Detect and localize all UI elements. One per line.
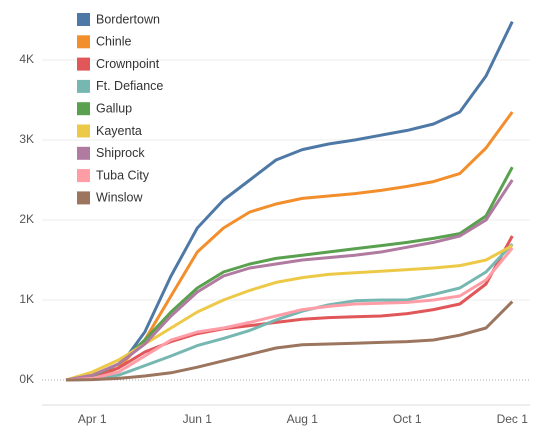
legend-label: Bordertown bbox=[96, 12, 160, 26]
legend-swatch bbox=[77, 79, 90, 93]
line bbox=[65, 300, 514, 382]
legend-label: Gallup bbox=[96, 101, 132, 115]
line bbox=[65, 235, 514, 382]
y-tick-label: 1K bbox=[19, 292, 34, 306]
line bbox=[65, 179, 514, 382]
legend-label: Tuba City bbox=[96, 168, 150, 182]
legend-label: Winslow bbox=[96, 191, 144, 205]
legend-swatch bbox=[77, 102, 90, 116]
legend-swatch bbox=[77, 124, 90, 138]
x-tick-label: Jun 1 bbox=[183, 412, 213, 426]
legend-swatch bbox=[77, 57, 90, 71]
legend-swatch bbox=[77, 169, 90, 183]
legend-swatch bbox=[77, 191, 90, 205]
line bbox=[65, 242, 514, 382]
legend-label: Ft. Defiance bbox=[96, 79, 163, 93]
line bbox=[65, 247, 514, 382]
legend-swatch bbox=[77, 35, 90, 49]
y-tick-label: 2K bbox=[19, 212, 34, 226]
legend-label: Chinle bbox=[96, 35, 131, 49]
x-tick-label: Oct 1 bbox=[393, 412, 422, 426]
x-tick-label: Apr 1 bbox=[78, 412, 107, 426]
y-tick-label: 4K bbox=[19, 52, 34, 66]
legend-label: Kayenta bbox=[96, 124, 142, 138]
line bbox=[65, 20, 514, 382]
x-tick-label: Aug 1 bbox=[287, 412, 319, 426]
y-tick-label: 0K bbox=[19, 372, 34, 386]
legend-swatch bbox=[77, 146, 90, 160]
y-tick-label: 3K bbox=[19, 132, 34, 146]
legend-label: Shiprock bbox=[96, 146, 145, 160]
x-tick-label: Dec 1 bbox=[497, 412, 529, 426]
line bbox=[65, 166, 514, 382]
legend-label: Crownpoint bbox=[96, 57, 160, 71]
legend-swatch bbox=[77, 13, 90, 26]
